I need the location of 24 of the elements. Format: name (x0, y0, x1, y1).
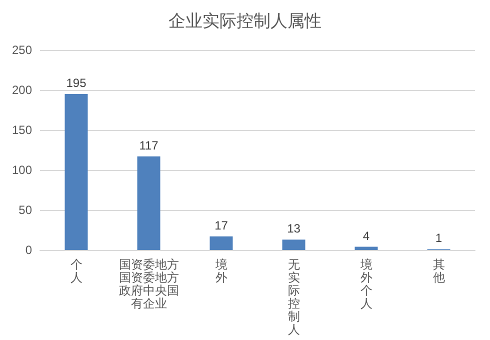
bar (137, 156, 160, 250)
chart-title: 企业实际控制人属性 (168, 12, 322, 32)
x-tick-label: 境外 (214, 258, 228, 284)
x-tick-label: 其他 (432, 258, 445, 284)
bar (282, 240, 306, 250)
data-label: 13 (287, 222, 301, 236)
x-tick-label: 无实际控制人 (288, 258, 300, 336)
y-tick-label: 150 (12, 123, 32, 137)
x-tick-label: 国资委地方国资委地方政府中央国有企业 (118, 258, 179, 310)
data-label: 17 (214, 218, 228, 232)
data-label: 4 (362, 228, 370, 243)
bar (210, 236, 233, 250)
data-label: 117 (139, 138, 159, 152)
bar (354, 246, 378, 250)
data-label: 1 (435, 231, 442, 246)
y-tick-label: 250 (12, 43, 32, 57)
y-tick-label: 200 (12, 83, 32, 97)
x-tick-label: 个人 (70, 258, 82, 284)
y-tick-label: 100 (12, 163, 32, 177)
data-label: 195 (66, 76, 87, 90)
bar (64, 94, 88, 250)
y-tick-label: 0 (25, 243, 32, 257)
x-tick-label: 境外个人 (359, 258, 372, 310)
y-tick-label: 50 (18, 203, 32, 217)
